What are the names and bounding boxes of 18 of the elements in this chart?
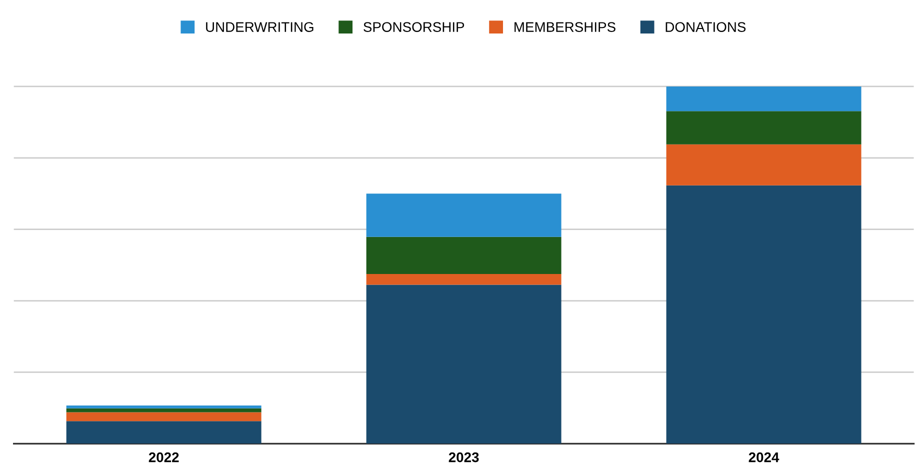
x-tick-label: 2022 [148,452,179,462]
x-tick-label: 2024 [748,452,780,462]
x-tick-label: 2023 [448,452,479,462]
bar [366,274,562,285]
bar [366,284,562,444]
bar [666,144,862,186]
bar [666,185,862,444]
bar [66,405,262,408]
bar [366,194,562,237]
bar [366,236,562,274]
legend-label: MEMBERSHIPS [514,22,616,32]
bar [66,412,262,422]
legend-label: SPONSORSHIP [364,22,464,32]
legend-label: DONATIONS [666,22,746,32]
bar [666,86,862,112]
legend-label: UNDERWRITING [206,22,314,32]
bar [66,421,262,444]
bar [666,111,862,144]
